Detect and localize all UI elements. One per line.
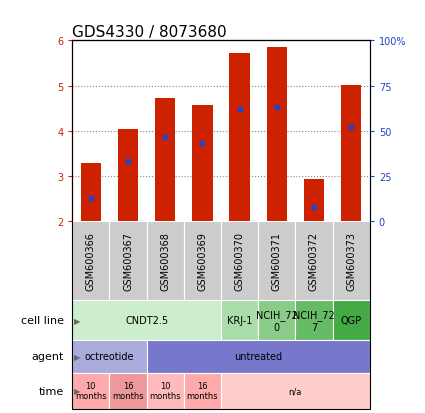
Bar [304, 180, 324, 221]
Text: QGP: QGP [340, 316, 362, 325]
Bar [109, 373, 147, 409]
Bar [109, 221, 147, 301]
Bar [147, 373, 184, 409]
Text: 16
months: 16 months [187, 381, 218, 401]
Text: NCIH_72
7: NCIH_72 7 [293, 309, 335, 332]
Text: GSM600369: GSM600369 [197, 232, 207, 290]
Bar [72, 221, 109, 301]
Text: cell line: cell line [21, 316, 64, 325]
Text: 16
months: 16 months [112, 381, 144, 401]
Bar [258, 221, 295, 301]
Text: ▶: ▶ [74, 387, 81, 395]
Bar [147, 340, 370, 373]
Bar [147, 221, 184, 301]
Text: NCIH_72
0: NCIH_72 0 [256, 309, 298, 332]
Text: GDS4330 / 8073680: GDS4330 / 8073680 [72, 25, 227, 40]
Bar [184, 221, 221, 301]
Text: GSM600368: GSM600368 [160, 232, 170, 290]
Bar [118, 130, 138, 221]
Text: ▶: ▶ [74, 316, 81, 325]
Text: time: time [39, 386, 64, 396]
Text: GSM600373: GSM600373 [346, 232, 356, 291]
Text: agent: agent [31, 351, 64, 362]
Bar [221, 373, 370, 409]
Text: GSM600372: GSM600372 [309, 232, 319, 291]
Text: CNDT2.5: CNDT2.5 [125, 316, 168, 325]
Bar [155, 99, 176, 221]
Text: GSM600367: GSM600367 [123, 232, 133, 291]
Bar [192, 106, 212, 221]
Text: GSM600371: GSM600371 [272, 232, 282, 291]
Bar [341, 85, 361, 221]
Bar [258, 301, 295, 340]
Text: untreated: untreated [234, 351, 282, 362]
Bar [81, 164, 101, 221]
Bar [295, 301, 332, 340]
Text: 10
months: 10 months [75, 381, 107, 401]
Text: ▶: ▶ [74, 352, 81, 361]
Bar [230, 53, 250, 221]
Bar [72, 373, 109, 409]
Bar [72, 340, 147, 373]
Text: octreotide: octreotide [85, 351, 134, 362]
Bar [295, 221, 332, 301]
Text: GSM600366: GSM600366 [86, 232, 96, 290]
Bar [266, 48, 287, 221]
Text: KRJ-1: KRJ-1 [227, 316, 252, 325]
Bar [221, 221, 258, 301]
Bar [332, 301, 370, 340]
Text: n/a: n/a [289, 387, 302, 395]
Bar [332, 221, 370, 301]
Bar [221, 301, 258, 340]
Text: GSM600370: GSM600370 [235, 232, 245, 291]
Bar [184, 373, 221, 409]
Text: 10
months: 10 months [150, 381, 181, 401]
Bar [72, 301, 221, 340]
